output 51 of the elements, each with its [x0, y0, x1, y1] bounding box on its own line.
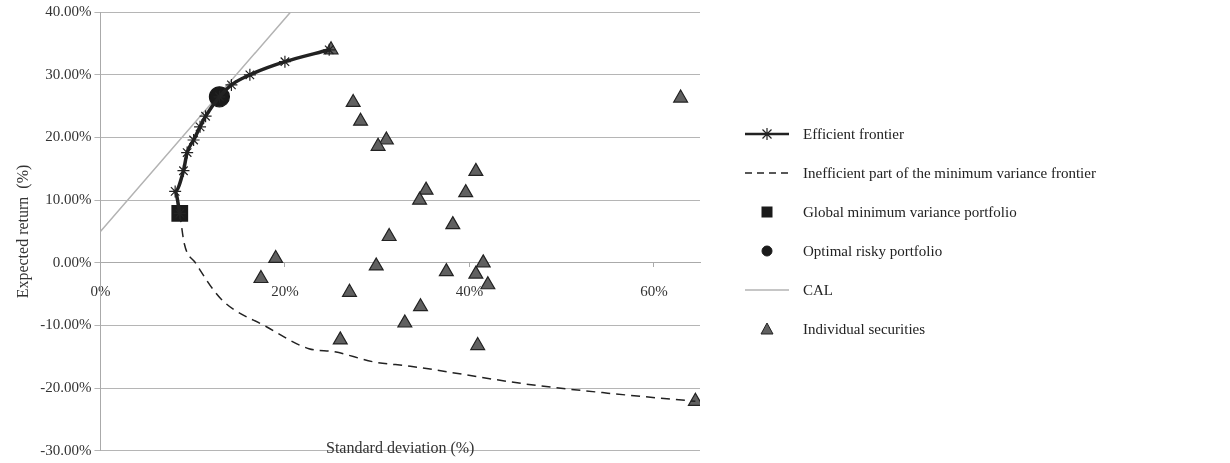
point: [418, 181, 434, 195]
x-tick-label: 60%: [640, 282, 668, 299]
point: [370, 137, 386, 151]
point: [198, 109, 213, 123]
point: [224, 78, 239, 92]
point: [368, 257, 384, 271]
point: [458, 184, 474, 198]
point: [180, 145, 194, 160]
y-tick-label: 20.00%: [45, 128, 92, 145]
point: [412, 298, 429, 312]
point: [445, 216, 461, 230]
legend-label: Global minimum variance portfolio: [803, 203, 1017, 221]
point: [475, 254, 491, 268]
legend-label: CAL: [803, 281, 833, 299]
point: [243, 68, 257, 82]
x-tick-label: 0%: [90, 282, 111, 299]
point: [412, 191, 428, 205]
x-tick-label: 20%: [271, 282, 299, 299]
y-tick-label: 0.00%: [52, 253, 92, 270]
point: [438, 263, 454, 277]
y-tick-label: 10.00%: [45, 191, 92, 208]
point: [468, 265, 484, 279]
y-axis-title: Expected return (%): [13, 164, 32, 299]
point: [193, 120, 207, 134]
point: [278, 55, 292, 69]
point: [673, 89, 689, 103]
point: [381, 227, 397, 242]
point: [468, 162, 484, 176]
y-tick-label: -20.00%: [40, 379, 92, 396]
legend-label: Inefficient part of the minimum variance frontier: [803, 164, 1096, 182]
y-tick-label: 30.00%: [45, 65, 92, 82]
point: [345, 93, 361, 108]
legend-label: Individual securities: [803, 320, 926, 338]
point: [253, 269, 269, 284]
legend-label: Optimal risky portfolio: [803, 242, 943, 260]
point: [470, 336, 486, 351]
x-axis-title: Standard deviation (%): [326, 439, 475, 458]
legend-label: Efficient frontier: [803, 125, 904, 143]
y-tick-label: 40.00%: [45, 3, 92, 20]
y-tick-label: -30.00%: [40, 441, 92, 458]
x-tick-label: 40%: [455, 282, 484, 299]
point: [341, 283, 358, 297]
point: [168, 184, 182, 198]
point: [176, 164, 191, 178]
point: [353, 112, 369, 126]
y-tick-label: -10.00%: [40, 316, 92, 333]
point: [397, 314, 413, 328]
point: [187, 133, 201, 147]
point: [378, 131, 394, 145]
point: [332, 331, 348, 345]
point: [268, 249, 284, 264]
